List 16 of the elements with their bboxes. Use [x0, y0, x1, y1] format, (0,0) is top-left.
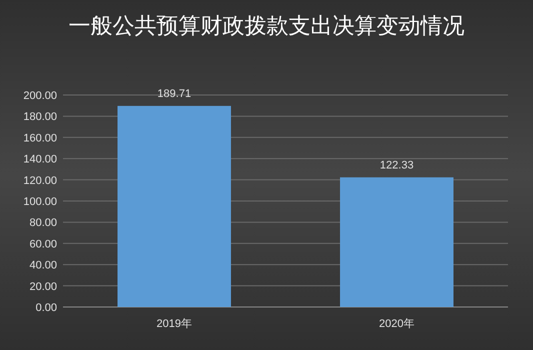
- y-tick-label: 160.00: [23, 132, 57, 144]
- y-tick-label: 200.00: [23, 90, 57, 102]
- y-tick-label: 180.00: [23, 111, 57, 124]
- y-tick-label: 40.00: [29, 260, 57, 272]
- data-label: 122.33: [380, 159, 414, 172]
- y-tick-label: 80.00: [29, 217, 57, 230]
- y-tick-label: 140.00: [23, 154, 57, 166]
- x-tick-label: 2019年: [156, 318, 192, 330]
- x-tick-label: 2020年: [379, 318, 414, 330]
- y-tick-label: 120.00: [23, 174, 57, 187]
- y-tick-label: 0.00: [36, 302, 57, 314]
- y-tick-label: 100.00: [23, 196, 57, 208]
- data-label: 189.71: [157, 88, 192, 100]
- y-tick-label: 60.00: [29, 238, 57, 250]
- chart-title: 一般公共预算财政拨款支出决算变动情况: [68, 14, 464, 39]
- y-tick-label: 20.00: [29, 280, 57, 293]
